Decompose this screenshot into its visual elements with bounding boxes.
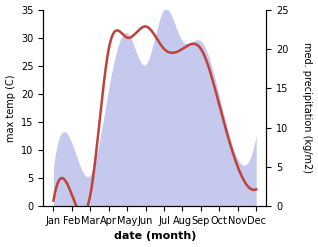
Y-axis label: max temp (C): max temp (C) bbox=[5, 74, 16, 142]
X-axis label: date (month): date (month) bbox=[114, 231, 196, 242]
Y-axis label: med. precipitation (kg/m2): med. precipitation (kg/m2) bbox=[302, 42, 313, 173]
